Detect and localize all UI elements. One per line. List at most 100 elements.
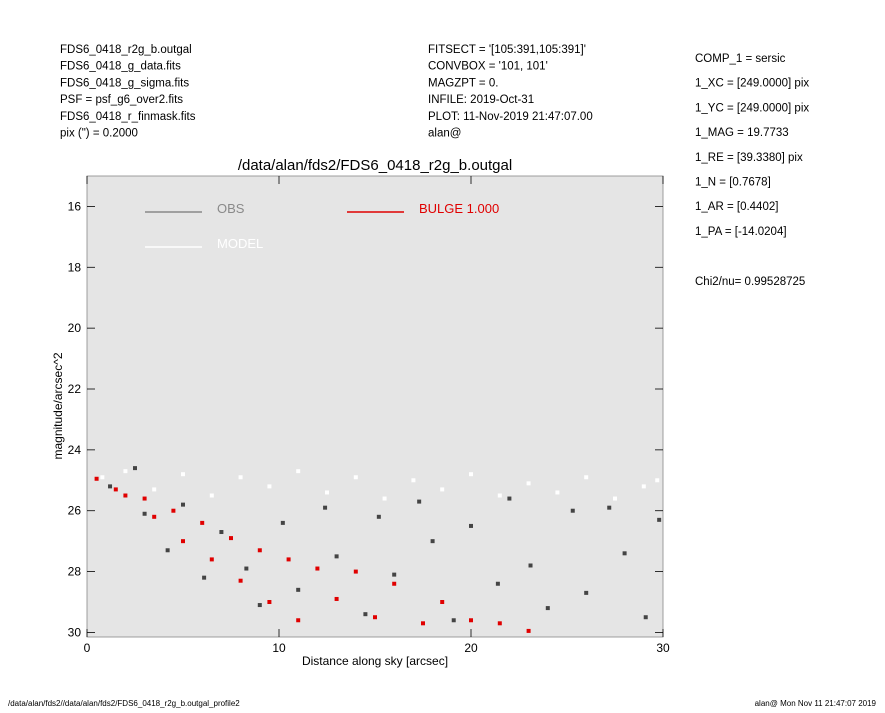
header-left-line: FDS6_0418_g_sigma.fits bbox=[60, 77, 189, 89]
plot-background bbox=[86, 175, 664, 638]
parameter-line: 1_AR = [0.4402] bbox=[695, 201, 778, 213]
point bbox=[133, 466, 137, 471]
point bbox=[440, 600, 445, 605]
point bbox=[440, 487, 445, 492]
x-axis-label: Distance along sky [arcsec] bbox=[302, 654, 448, 668]
point bbox=[325, 490, 329, 495]
point bbox=[334, 554, 339, 559]
y-tick-label: 24 bbox=[68, 443, 82, 457]
point bbox=[392, 581, 397, 586]
point bbox=[286, 557, 291, 562]
point bbox=[108, 484, 113, 489]
header-center-line: INFILE: 2019-Oct-31 bbox=[428, 94, 534, 106]
point bbox=[469, 618, 473, 623]
point bbox=[584, 475, 589, 480]
point bbox=[142, 511, 147, 516]
point bbox=[392, 572, 397, 577]
point bbox=[315, 566, 320, 571]
point bbox=[229, 536, 233, 541]
header-center-line: alan@ bbox=[428, 128, 461, 140]
point bbox=[643, 615, 648, 620]
point bbox=[181, 539, 185, 544]
point bbox=[411, 478, 416, 483]
point bbox=[584, 590, 589, 595]
point bbox=[296, 587, 301, 592]
point bbox=[152, 514, 157, 519]
point bbox=[545, 606, 550, 611]
point bbox=[209, 557, 214, 562]
point bbox=[257, 548, 262, 553]
x-tick-label: 20 bbox=[464, 641, 478, 655]
header-left-line: FDS6_0418_g_data.fits bbox=[60, 61, 181, 73]
header-center-line: FITSECT = '[105:391,105:391]' bbox=[428, 44, 586, 56]
point bbox=[113, 487, 118, 492]
point bbox=[142, 496, 147, 501]
point bbox=[570, 508, 575, 513]
y-tick-label: 20 bbox=[68, 321, 82, 335]
y-tick-label: 16 bbox=[68, 199, 82, 213]
point bbox=[555, 490, 560, 495]
point bbox=[123, 493, 128, 498]
point bbox=[100, 475, 105, 480]
point bbox=[219, 530, 224, 535]
point bbox=[238, 475, 243, 480]
point bbox=[528, 563, 533, 568]
header-left-line: FDS6_0418_r2g_b.outgal bbox=[60, 44, 192, 56]
point bbox=[622, 551, 627, 556]
point bbox=[353, 475, 358, 480]
point bbox=[181, 502, 185, 507]
point bbox=[171, 508, 176, 513]
header-left-line: PSF = psf_g6_over2.fits bbox=[60, 94, 183, 106]
point bbox=[209, 493, 214, 498]
point bbox=[244, 566, 249, 571]
point bbox=[238, 578, 243, 583]
point bbox=[296, 469, 301, 474]
point bbox=[382, 496, 387, 501]
point bbox=[641, 484, 646, 489]
point bbox=[451, 618, 456, 623]
legend-label: MODEL bbox=[217, 236, 263, 251]
y-axis-label: magnitude/arcsec^2 bbox=[51, 352, 65, 459]
parameter-line: 1_YC = [249.0000] pix bbox=[695, 102, 809, 114]
point bbox=[296, 618, 301, 623]
point bbox=[123, 469, 128, 474]
y-tick-label: 30 bbox=[68, 625, 82, 639]
parameter-line: 1_N = [0.7678] bbox=[695, 177, 771, 189]
point bbox=[376, 514, 381, 519]
parameter-line: 1_MAG = 19.7733 bbox=[695, 127, 789, 139]
footer-left: /data/alan/fds2//data/alan/fds2/FDS6_041… bbox=[8, 699, 240, 708]
x-tick-label: 10 bbox=[272, 641, 286, 655]
point bbox=[165, 548, 170, 553]
footer-right: alan@ Mon Nov 11 21:47:07 2019 bbox=[755, 699, 877, 708]
point bbox=[526, 481, 531, 486]
point bbox=[430, 539, 435, 544]
header-left-line: FDS6_0418_r_finmask.fits bbox=[60, 111, 196, 123]
x-tick-label: 0 bbox=[84, 641, 91, 655]
header-left-line: pix (") = 0.2000 bbox=[60, 128, 138, 140]
point bbox=[94, 476, 99, 481]
parameter-line: COMP_1 = sersic bbox=[695, 53, 786, 65]
header-center-line: MAGZPT = 0. bbox=[428, 77, 498, 89]
y-tick-label: 26 bbox=[68, 504, 82, 518]
point bbox=[152, 487, 157, 492]
point bbox=[267, 600, 272, 605]
chi2: Chi2/nu= 0.99528725 bbox=[695, 276, 805, 288]
point bbox=[257, 603, 262, 608]
point bbox=[267, 484, 272, 489]
point bbox=[373, 615, 377, 620]
point bbox=[421, 621, 425, 626]
point bbox=[202, 575, 207, 580]
point bbox=[363, 612, 368, 617]
parameter-line: 1_RE = [39.3380] pix bbox=[695, 152, 803, 164]
x-tick-label: 30 bbox=[656, 641, 670, 655]
point bbox=[469, 523, 473, 528]
legend-label: OBS bbox=[217, 201, 245, 216]
point bbox=[200, 520, 205, 525]
point bbox=[607, 505, 612, 510]
point bbox=[655, 478, 660, 483]
point bbox=[417, 499, 422, 504]
point bbox=[497, 493, 502, 498]
point bbox=[657, 517, 662, 522]
